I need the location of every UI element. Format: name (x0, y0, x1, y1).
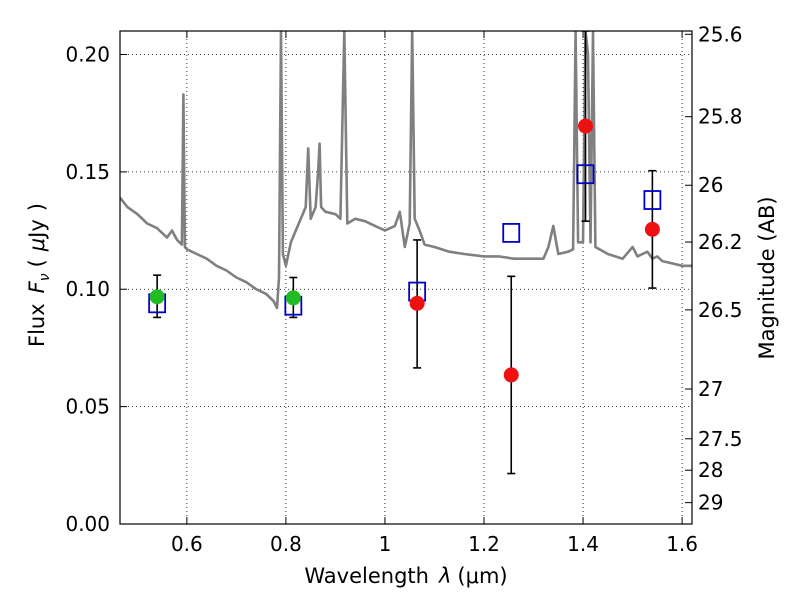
model-photometry-marker (643, 190, 662, 210)
measurement-point (644, 221, 660, 237)
x-axis-label: Wavelength λ (μm) (304, 564, 507, 588)
detection-point (149, 289, 165, 305)
y-tick-label: 0.15 (65, 160, 110, 184)
detection-point (285, 290, 301, 306)
ticks: 0.6 0.8 1 1.2 1.4 1.6 0.00 0.05 0.10 0.15 0.20 25.6… (65, 22, 742, 556)
markers (148, 118, 662, 383)
x-tick-label: 1.2 (468, 532, 500, 556)
plot-frame (119, 30, 693, 525)
y2-tick-label: 29 (698, 491, 723, 515)
x-tick-label: 0.8 (270, 532, 302, 556)
measurement-point (503, 367, 519, 383)
y2-tick-label: 26.2 (698, 230, 743, 254)
y2-tick-label: 25.6 (698, 22, 743, 46)
y-tick-label: 0.00 (65, 512, 110, 536)
y2-tick-label: 27 (698, 377, 723, 401)
y-tick-label: 0.10 (65, 277, 110, 301)
grid (120, 31, 692, 525)
measurement-point (409, 295, 425, 311)
y-axis-label: FluxFν(μJy) (25, 203, 53, 347)
x-tick-label: 1.6 (666, 532, 698, 556)
y2-tick-label: 28 (698, 458, 723, 482)
spectrum-line (120, 31, 692, 310)
y2-tick-label: 27.5 (698, 427, 743, 451)
error-bars (153, 31, 657, 475)
y2-tick-label: 25.8 (698, 105, 743, 129)
x-tick-label: 1.4 (567, 532, 599, 556)
x-tick-label: 0.6 (171, 532, 203, 556)
y2-tick-label: 26 (698, 173, 723, 197)
model-spectrum (120, 31, 692, 310)
y2-axis-label: Magnitude (AB) (755, 196, 779, 359)
model-photometry-marker (502, 222, 521, 243)
y-tick-label: 0.20 (65, 42, 110, 66)
y2-tick-label: 26.5 (698, 298, 743, 322)
y-tick-label: 0.05 (65, 395, 110, 419)
model-photometry-marker (576, 164, 595, 185)
x-tick-label: 1 (379, 532, 392, 556)
measurement-point (578, 118, 594, 134)
